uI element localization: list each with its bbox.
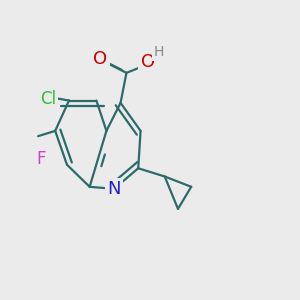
Text: H: H	[154, 45, 164, 59]
Text: O: O	[141, 53, 155, 71]
Text: N: N	[107, 180, 121, 198]
Text: Cl: Cl	[40, 90, 56, 108]
Text: F: F	[36, 150, 46, 168]
Text: O: O	[94, 50, 108, 68]
